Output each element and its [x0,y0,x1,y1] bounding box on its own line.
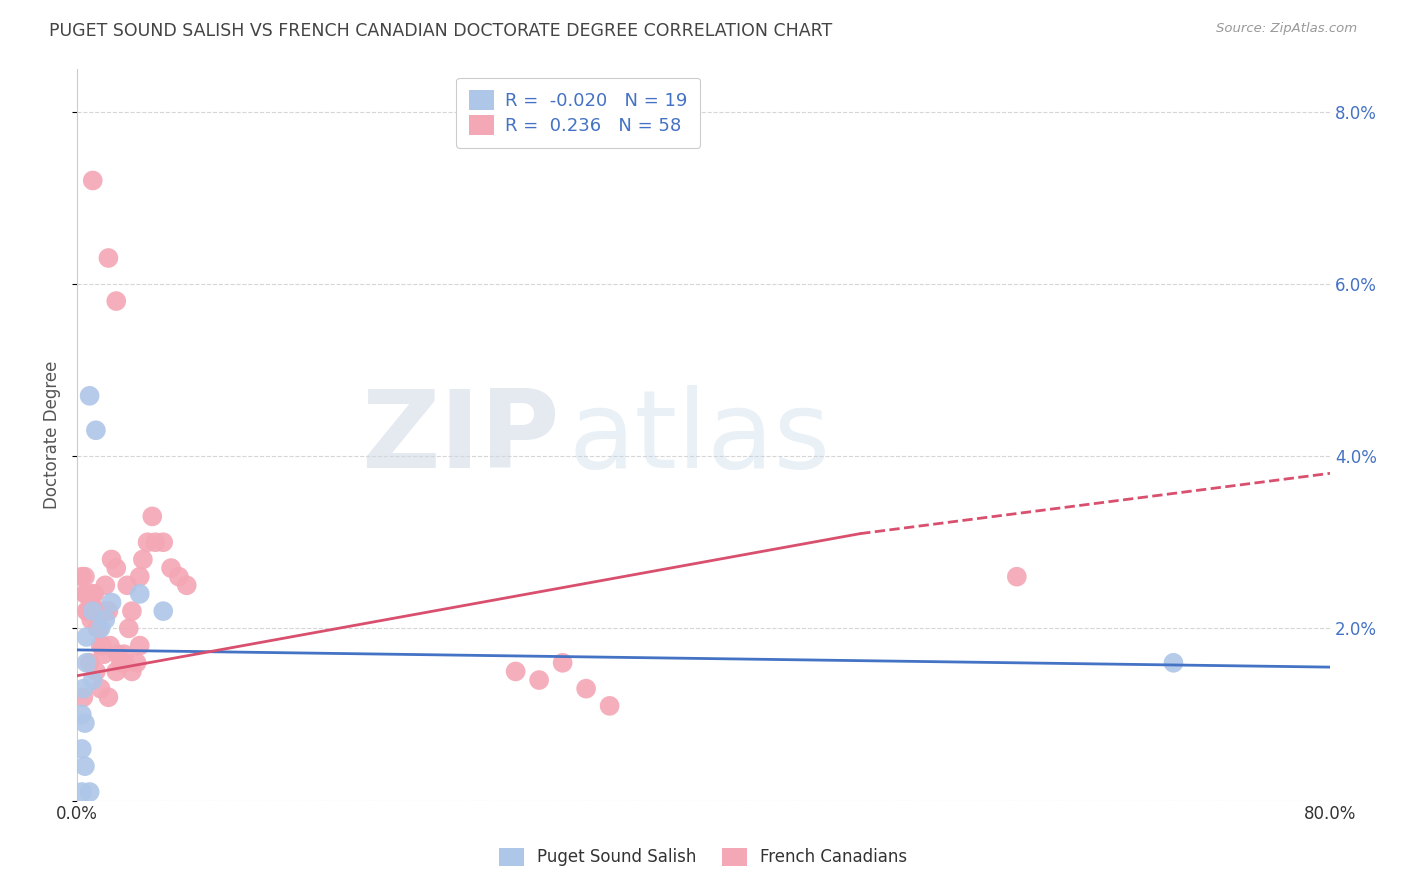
Point [82,604,104,618]
Point [176,578,198,592]
Point [91,639,114,653]
Point [83,587,105,601]
Point [77,604,100,618]
Point [121,604,143,618]
Point [125,656,148,670]
Point [128,587,150,601]
Y-axis label: Doctorate Degree: Doctorate Degree [44,360,60,508]
Point [152,535,174,549]
Point [70,707,93,722]
Point [94,578,117,592]
Point [73,587,96,601]
Point [76,630,98,644]
Point [72,681,94,696]
Point [79,604,101,618]
Point [121,665,143,679]
Point [107,647,129,661]
Point [132,552,155,566]
Point [145,535,167,549]
Point [136,535,159,549]
Point [599,698,621,713]
Point [551,656,574,670]
Point [94,604,117,618]
Point [70,570,93,584]
Point [93,647,115,661]
Point [527,673,550,687]
Point [105,665,128,679]
Point [90,681,112,696]
Point [76,587,98,601]
Point [73,716,96,731]
Point [84,665,107,679]
Point [86,621,108,635]
Point [76,656,98,670]
Text: atlas: atlas [568,385,831,491]
Text: Source: ZipAtlas.com: Source: ZipAtlas.com [1216,22,1357,36]
Point [167,570,190,584]
Point [575,681,598,696]
Point [100,595,122,609]
Point [98,639,121,653]
Point [97,604,120,618]
Legend: R =  -0.020   N = 19, R =  0.236   N = 58: R = -0.020 N = 19, R = 0.236 N = 58 [457,78,700,148]
Point [73,759,96,773]
Point [118,621,141,635]
Point [505,665,527,679]
Point [70,742,93,756]
Point [82,173,104,187]
Point [1005,570,1028,584]
Point [141,509,163,524]
Point [94,613,117,627]
Point [128,570,150,584]
Point [79,656,101,670]
Point [73,570,96,584]
Point [112,656,135,670]
Point [105,561,128,575]
Point [115,578,138,592]
Point [76,604,98,618]
Point [97,251,120,265]
Point [82,587,104,601]
Point [100,552,122,566]
Point [110,656,132,670]
Point [90,604,112,618]
Point [84,604,107,618]
Point [72,690,94,705]
Text: ZIP: ZIP [361,385,560,491]
Point [1163,656,1185,670]
Point [70,785,93,799]
Point [90,621,112,635]
Legend: Puget Sound Salish, French Canadians: Puget Sound Salish, French Canadians [491,839,915,875]
Point [79,785,101,799]
Point [152,604,174,618]
Point [79,389,101,403]
Point [84,423,107,437]
Point [90,639,112,653]
Point [82,673,104,687]
Point [80,613,103,627]
Point [97,690,120,705]
Point [128,639,150,653]
Text: PUGET SOUND SALISH VS FRENCH CANADIAN DOCTORATE DEGREE CORRELATION CHART: PUGET SOUND SALISH VS FRENCH CANADIAN DO… [49,22,832,40]
Point [105,294,128,309]
Point [112,647,135,661]
Point [160,561,183,575]
Point [82,604,104,618]
Point [87,621,110,635]
